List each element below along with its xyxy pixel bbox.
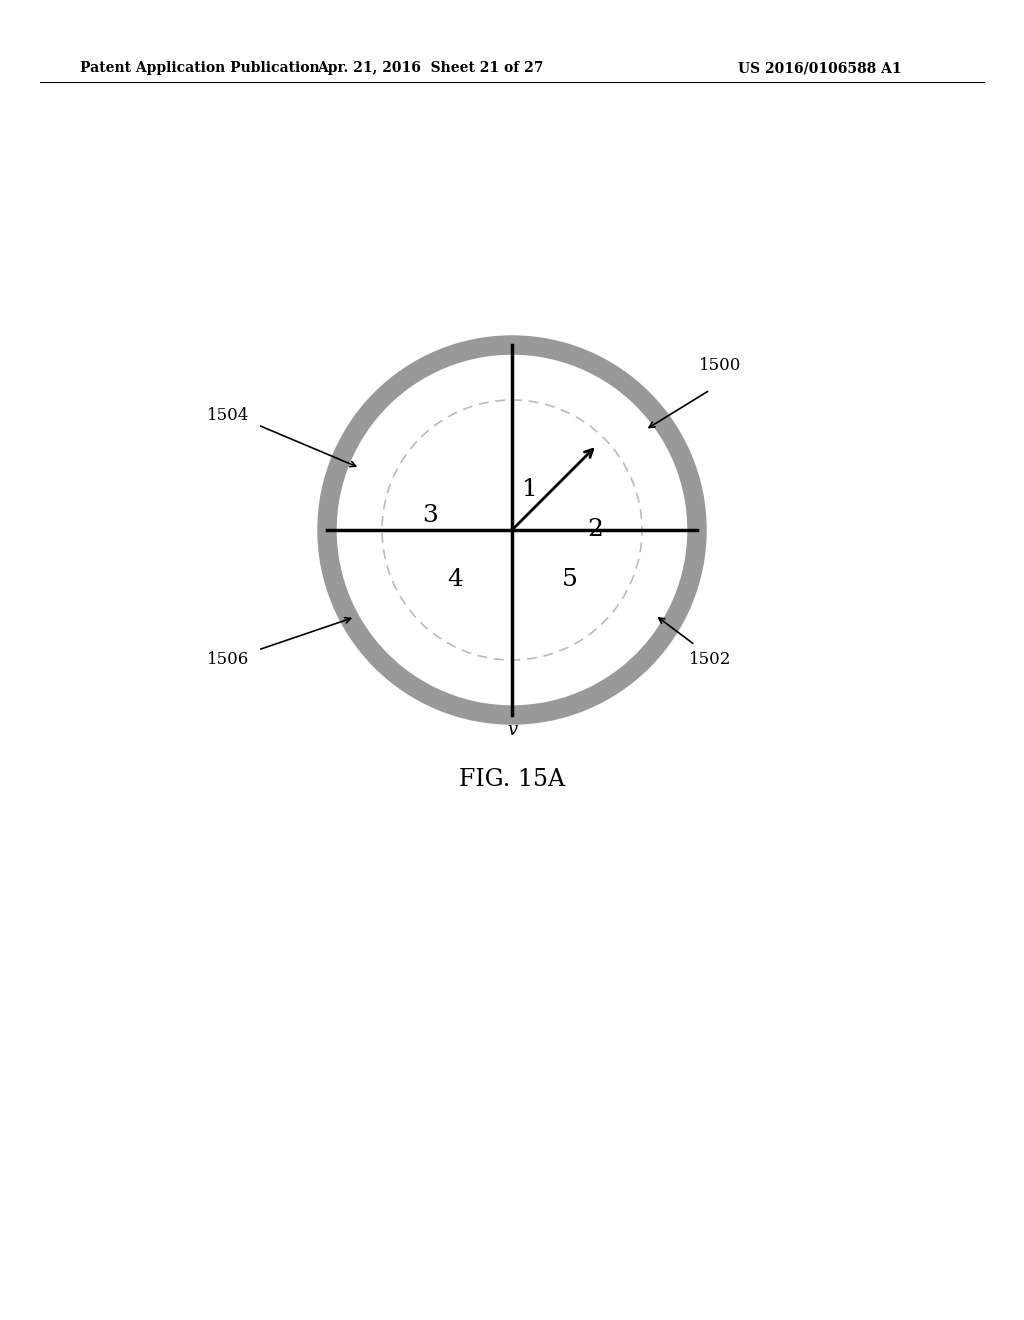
Text: FIG. 15A: FIG. 15A [459, 768, 565, 792]
Text: 3: 3 [422, 503, 438, 527]
Text: Patent Application Publication: Patent Application Publication [80, 61, 319, 75]
Text: Apr. 21, 2016  Sheet 21 of 27: Apr. 21, 2016 Sheet 21 of 27 [316, 61, 543, 75]
Text: 4: 4 [447, 569, 463, 591]
Text: 1: 1 [522, 479, 538, 502]
Text: 1502: 1502 [689, 652, 731, 668]
Text: 1500: 1500 [698, 356, 741, 374]
Text: v: v [507, 721, 517, 739]
Text: 2: 2 [587, 519, 603, 541]
Text: 5: 5 [562, 569, 578, 591]
Text: 1504: 1504 [207, 407, 249, 424]
Circle shape [319, 338, 705, 722]
Text: US 2016/0106588 A1: US 2016/0106588 A1 [738, 61, 902, 75]
Text: 1506: 1506 [207, 652, 249, 668]
